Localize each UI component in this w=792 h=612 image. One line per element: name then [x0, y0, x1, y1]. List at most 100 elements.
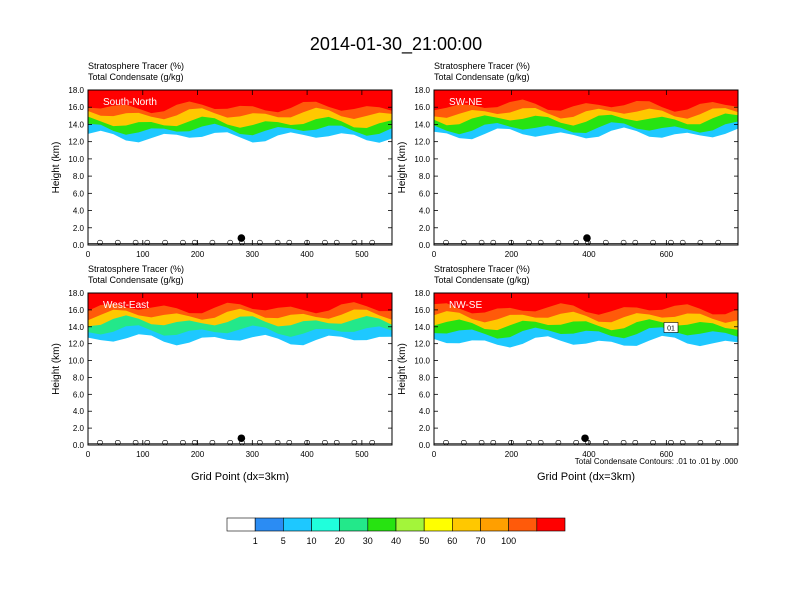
- y-tick-label: 18.0: [414, 289, 430, 298]
- shade-top: [88, 293, 392, 300]
- x-axis-label: Grid Point (dx=3km): [191, 471, 289, 483]
- y-tick-label: 2.0: [73, 424, 85, 433]
- y-axis-label: Height (km): [397, 343, 408, 395]
- y-tick-label: 4.0: [419, 207, 431, 216]
- shading: [434, 90, 738, 245]
- y-tick-label: 6.0: [73, 189, 85, 198]
- y-tick-label: 12.0: [68, 138, 84, 147]
- y-tick-label: 0.0: [419, 441, 431, 450]
- panel-title-line: Total Condensate (g/kg): [434, 72, 530, 82]
- y-tick-label: 14.0: [68, 323, 84, 332]
- y-tick-label: 4.0: [73, 207, 85, 216]
- y-tick-label: 0.0: [73, 441, 85, 450]
- panel-4: Stratosphere Tracer (%)Total Condensate …: [397, 264, 739, 483]
- colorbar-label: 5: [281, 536, 286, 546]
- shade-top: [88, 90, 392, 97]
- panel-title-line: Stratosphere Tracer (%): [434, 264, 530, 274]
- contour-label-box: [663, 322, 679, 333]
- location-marker: [237, 434, 246, 443]
- y-tick-label: 10.0: [68, 357, 84, 366]
- y-tick-label: 16.0: [414, 306, 430, 315]
- y-tick-label: 2.0: [419, 224, 431, 233]
- panel-title-line: Stratosphere Tracer (%): [88, 264, 184, 274]
- panel-label: NW-SE: [449, 300, 482, 311]
- y-tick-label: 16.0: [414, 103, 430, 112]
- colorbar-swatch: [423, 517, 453, 532]
- y-tick-label: 14.0: [414, 323, 430, 332]
- location-marker: [237, 234, 246, 242]
- x-tick-label: 600: [660, 450, 674, 459]
- y-tick-label: 0.0: [419, 241, 431, 250]
- colorbar-label: 50: [419, 536, 429, 546]
- panel-title-line: Total Condensate (g/kg): [88, 275, 184, 285]
- panel-label: SW-NE: [449, 97, 482, 108]
- plot-frame: [87, 292, 393, 446]
- y-tick-label: 18.0: [68, 289, 84, 298]
- y-tick-label: 18.0: [68, 86, 84, 95]
- y-tick-label: 8.0: [419, 373, 431, 382]
- colorbar-swatch: [452, 517, 481, 532]
- x-tick-label: 100: [136, 450, 150, 459]
- y-tick-label: 12.0: [414, 138, 430, 147]
- shading: [88, 293, 392, 445]
- colorbar-swatch: [283, 517, 312, 532]
- colorbar-label: 1: [253, 536, 258, 546]
- colorbar-label: 70: [475, 536, 485, 546]
- shading: [434, 293, 738, 445]
- panel-title-line: Total Condensate (g/kg): [434, 275, 530, 285]
- y-axis-label: Height (km): [51, 142, 62, 194]
- colorbar-swatch: [339, 517, 369, 532]
- y-tick-label: 6.0: [73, 390, 85, 399]
- contour-note: Total Condensate Contours: .01 to .01 by…: [575, 457, 739, 466]
- colorbar-swatch: [254, 517, 284, 532]
- colorbar-swatch: [226, 517, 256, 532]
- colorbar-label: 40: [391, 536, 401, 546]
- colorbar: 1 5 10 20 30 40 50 60 70 100: [226, 517, 566, 546]
- y-tick-label: 18.0: [414, 86, 430, 95]
- y-tick-label: 12.0: [414, 340, 430, 349]
- y-tick-label: 2.0: [419, 424, 431, 433]
- x-tick-label: 200: [191, 250, 205, 259]
- shading: [88, 90, 392, 245]
- colorbar-label: 20: [335, 536, 345, 546]
- y-axis-label: Height (km): [397, 142, 408, 194]
- shade-top: [434, 90, 738, 97]
- x-tick-label: 400: [582, 250, 596, 259]
- y-tick-label: 10.0: [414, 155, 430, 164]
- x-tick-label: 500: [355, 450, 369, 459]
- colorbar-label: 10: [306, 536, 316, 546]
- panel-label: South-North: [103, 97, 157, 108]
- colorbar-label: 30: [363, 536, 373, 546]
- y-tick-label: 10.0: [68, 155, 84, 164]
- x-tick-label: 600: [660, 250, 674, 259]
- x-tick-label: 400: [300, 250, 314, 259]
- colorbar-label: 60: [447, 536, 457, 546]
- colorbar-swatch: [536, 517, 566, 532]
- x-tick-label: 200: [505, 450, 519, 459]
- x-tick-label: 400: [582, 450, 596, 459]
- x-tick-label: 300: [246, 250, 260, 259]
- y-tick-label: 12.0: [68, 340, 84, 349]
- location-marker: [581, 434, 589, 443]
- panel-title-line: Stratosphere Tracer (%): [88, 61, 184, 71]
- x-tick-label: 300: [246, 450, 260, 459]
- panel-title-line: Total Condensate (g/kg): [88, 72, 184, 82]
- x-tick-label: 0: [86, 450, 91, 459]
- x-tick-label: 400: [300, 450, 314, 459]
- x-tick-label: 200: [191, 450, 205, 459]
- x-tick-label: 0: [86, 250, 91, 259]
- y-tick-label: 0.0: [73, 241, 85, 250]
- panel-3: Stratosphere Tracer (%)Total Condensate …: [51, 264, 393, 483]
- y-tick-label: 6.0: [419, 189, 431, 198]
- colorbar-swatch: [508, 517, 538, 532]
- shade-top: [434, 293, 738, 300]
- y-tick-label: 2.0: [73, 224, 85, 233]
- y-tick-label: 16.0: [68, 306, 84, 315]
- y-tick-label: 8.0: [419, 172, 431, 181]
- colorbar-swatch: [311, 517, 340, 532]
- x-tick-label: 200: [505, 250, 519, 259]
- panel-1: Stratosphere Tracer (%)Total Condensate …: [51, 61, 393, 259]
- panel-2: Stratosphere Tracer (%)Total Condensate …: [397, 61, 739, 259]
- y-tick-label: 10.0: [414, 357, 430, 366]
